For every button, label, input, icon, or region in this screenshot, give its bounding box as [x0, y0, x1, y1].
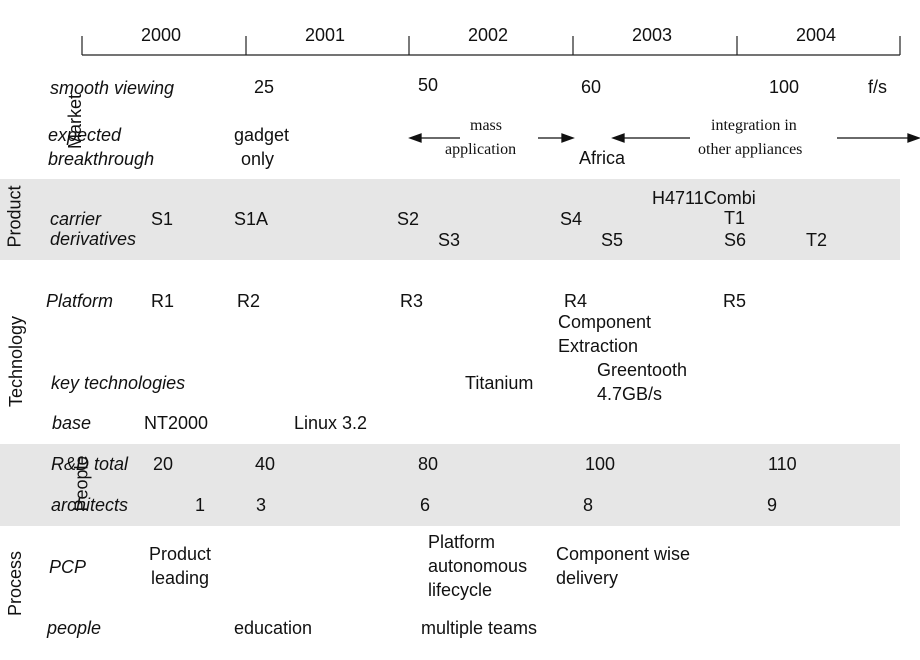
- product-item: S5: [601, 230, 624, 250]
- people-label: people: [47, 618, 102, 638]
- section-product: Product: [4, 185, 25, 248]
- pcp-label: PCP: [49, 557, 87, 577]
- product-leading-text: leading: [151, 568, 210, 588]
- architects-label: architects: [51, 495, 129, 515]
- rd-value: 40: [255, 454, 276, 474]
- greentooth-text: 4.7GB/s: [597, 384, 663, 404]
- africa-text: Africa: [579, 148, 626, 168]
- smooth-value: 60: [581, 77, 602, 97]
- platform-lifecycle-text: lifecycle: [428, 580, 493, 600]
- section-process: Process: [5, 550, 26, 617]
- rd-value: 80: [418, 454, 439, 474]
- integration-text: integration in: [711, 117, 797, 134]
- product-item: T1: [724, 208, 746, 228]
- product-item: H4711Combi: [652, 188, 756, 208]
- smooth-value: 25: [254, 77, 275, 97]
- mass-application-text: mass: [470, 117, 502, 134]
- year-2003: 2003: [632, 25, 673, 45]
- people-band: [0, 444, 900, 526]
- platform-item: R1: [151, 291, 175, 311]
- integration-text: other appliances: [698, 141, 803, 158]
- product-leading-text: Product: [149, 544, 212, 564]
- rd-total-label: R&D total: [51, 454, 129, 474]
- platform-item: R4: [564, 291, 588, 311]
- product-item: S3: [438, 230, 461, 250]
- smooth-viewing-label: smooth viewing: [50, 78, 175, 98]
- education-text: education: [234, 618, 313, 638]
- linux-text: Linux 3.2: [294, 413, 368, 433]
- smooth-value: 100: [769, 77, 800, 97]
- breakthrough-label: expected: [48, 125, 122, 145]
- gadget-text: only: [241, 149, 275, 169]
- smooth-value: 50: [418, 75, 439, 95]
- architects-value: 8: [583, 495, 594, 515]
- derivatives-label: derivatives: [50, 229, 137, 249]
- platform-item: R5: [723, 291, 747, 311]
- platform-label: Platform: [46, 291, 114, 311]
- integration-arrow: [611, 133, 920, 143]
- year-2001: 2001: [305, 25, 346, 45]
- architects-value: 9: [767, 495, 778, 515]
- product-item: S2: [397, 209, 420, 229]
- rd-value: 110: [768, 454, 797, 474]
- component-extraction: Extraction: [558, 336, 639, 356]
- gadget-text: gadget: [234, 125, 290, 145]
- section-technology: Technology: [6, 315, 27, 408]
- platform-lifecycle-text: Platform: [428, 532, 496, 552]
- base-label: base: [52, 413, 92, 433]
- breakthrough-label: breakthrough: [48, 149, 155, 169]
- architects-value: 3: [256, 495, 267, 515]
- architects-value: 6: [420, 495, 431, 515]
- component-extraction: Component: [558, 312, 652, 332]
- multiple-teams-text: multiple teams: [421, 618, 538, 638]
- product-item: S1A: [234, 209, 269, 229]
- product-item: S1: [151, 209, 174, 229]
- component-delivery-text: delivery: [556, 568, 619, 588]
- rd-value: 20: [153, 454, 174, 474]
- platform-item: R3: [400, 291, 424, 311]
- mass-application-arrow: [408, 133, 575, 143]
- rd-value: 100: [585, 454, 616, 474]
- year-2002: 2002: [468, 25, 509, 45]
- architects-value: 1: [195, 495, 206, 515]
- year-2004: 2004: [796, 25, 837, 45]
- carrier-label: carrier: [50, 209, 102, 229]
- mass-application-text: application: [445, 141, 517, 158]
- titanium-text: Titanium: [465, 373, 534, 393]
- component-delivery-text: Component wise: [556, 544, 691, 564]
- year-2000: 2000: [141, 25, 182, 45]
- product-band: [0, 179, 900, 260]
- product-item: S6: [724, 230, 747, 250]
- nt2000-text: NT2000: [144, 413, 209, 433]
- product-item: T2: [806, 230, 828, 250]
- product-item: S4: [560, 209, 583, 229]
- greentooth-text: Greentooth: [597, 360, 688, 380]
- platform-lifecycle-text: autonomous: [428, 556, 528, 576]
- smooth-unit: f/s: [868, 77, 888, 97]
- platform-item: R2: [237, 291, 261, 311]
- key-technologies-label: key technologies: [51, 373, 186, 393]
